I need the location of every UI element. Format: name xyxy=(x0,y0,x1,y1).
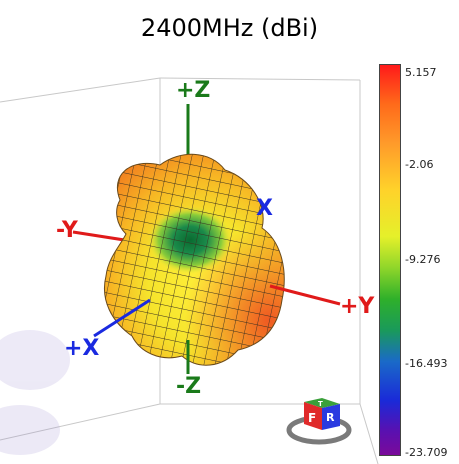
colorbar-tick-max: 5.157 xyxy=(405,66,437,79)
colorbar xyxy=(379,64,401,456)
minus-x-label: X xyxy=(256,196,273,221)
colorbar-tick-4: -16.493 xyxy=(405,357,448,370)
plus-x-axis-line xyxy=(93,298,151,338)
plus-x-label: +X xyxy=(64,336,100,361)
radiation-lobe-outline xyxy=(104,153,285,366)
colorbar-tick-2: -2.06 xyxy=(405,158,434,171)
nav-cube[interactable]: F R T xyxy=(286,398,352,445)
plus-y-axis-line xyxy=(269,284,341,306)
plot-title: 2400MHz (dBi) xyxy=(140,14,319,42)
minus-y-label: -Y xyxy=(56,218,78,243)
colorbar-tick-3: -9.276 xyxy=(405,253,441,266)
minus-z-label: -Z xyxy=(176,374,202,399)
nav-cube-right-label: R xyxy=(326,411,335,424)
plus-y-label: +Y xyxy=(340,294,375,319)
radiation-lobe xyxy=(104,154,285,366)
plus-z-label: +Z xyxy=(176,78,211,103)
colorbar-tick-min: -23.709 xyxy=(405,446,448,459)
nav-cube-top-label: T xyxy=(318,400,323,408)
nav-cube-front-label: F xyxy=(308,411,316,425)
watermark xyxy=(0,330,70,455)
